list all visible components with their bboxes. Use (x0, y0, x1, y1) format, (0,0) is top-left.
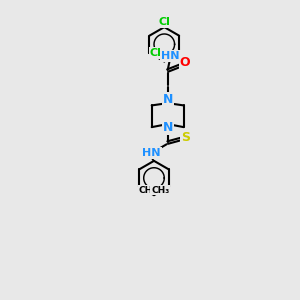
Text: CH₃: CH₃ (151, 185, 169, 194)
Text: Cl: Cl (158, 17, 170, 27)
Text: HN: HN (142, 148, 161, 158)
Text: S: S (181, 131, 190, 145)
Text: O: O (179, 56, 190, 69)
Text: Cl: Cl (150, 48, 162, 58)
Text: CH₃: CH₃ (139, 185, 157, 194)
Text: N: N (163, 93, 173, 106)
Text: HN: HN (161, 51, 180, 61)
Text: N: N (163, 121, 173, 134)
